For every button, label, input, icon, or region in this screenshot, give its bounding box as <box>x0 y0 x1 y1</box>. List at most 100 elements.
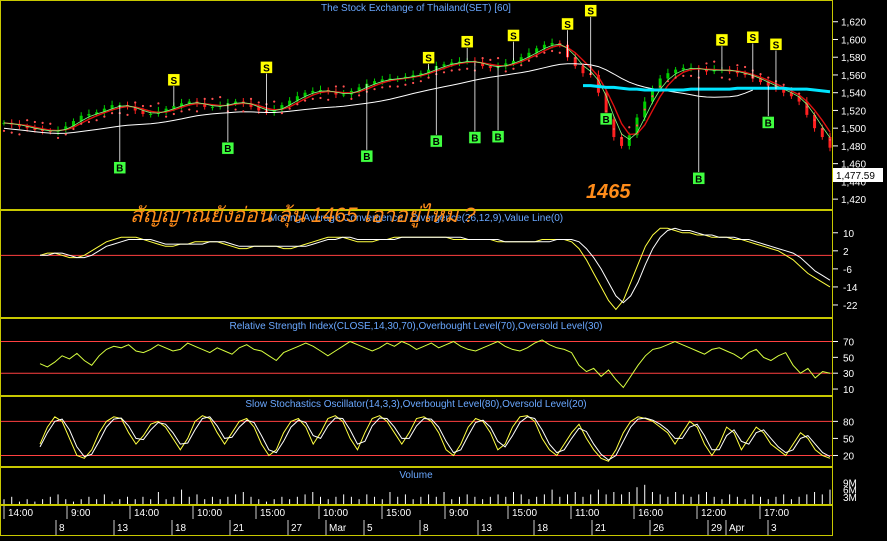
volume-tick-label: 3M <box>843 493 857 504</box>
price-tick-label: 1,560 <box>841 71 866 82</box>
parabolic-sar-dot <box>659 85 662 88</box>
parabolic-sar-dot <box>303 99 307 102</box>
price-tick-label: 1,540 <box>841 89 866 100</box>
candle-body <box>527 52 531 58</box>
parabolic-sar-dot <box>257 101 260 104</box>
parabolic-sar-dot <box>242 110 245 113</box>
parabolic-sar-dot <box>759 72 762 76</box>
time-tick-label: 14:00 <box>8 508 33 519</box>
candle-body <box>465 60 469 62</box>
parabolic-sar-dot <box>674 76 677 79</box>
candle-body <box>180 103 184 106</box>
sell-signal-label: S <box>510 31 517 42</box>
parabolic-sar-dot <box>767 76 770 79</box>
price-tick-label: 1,500 <box>841 124 866 135</box>
parabolic-sar-dot <box>234 108 237 111</box>
candle-body <box>172 106 176 109</box>
parabolic-sar-dot <box>41 121 44 124</box>
sell-signal-box <box>715 33 729 47</box>
parabolic-sar-dot <box>396 85 399 88</box>
level-annotation: 1465 <box>586 181 631 203</box>
short-moving-average-line <box>3 43 831 140</box>
time-tick-label: 17:00 <box>764 508 789 519</box>
sell-signal-label: S <box>425 54 432 65</box>
candle-body <box>334 91 338 95</box>
candle-body <box>620 137 624 146</box>
price-panel-frame <box>0 0 833 210</box>
parabolic-sar-dot <box>64 133 67 136</box>
price-tick-label: 1,600 <box>841 35 866 46</box>
candle-body <box>87 113 91 116</box>
stoch-tick-label: 20 <box>843 451 855 462</box>
sell-signal-label: S <box>564 20 571 31</box>
time-tick-label: 14:00 <box>134 508 159 519</box>
parabolic-sar-dot <box>736 64 739 67</box>
time-tick-label: 12:00 <box>701 508 726 519</box>
date-tick-label: 18 <box>537 523 549 534</box>
candle-body <box>164 108 168 112</box>
rsi-tick-label: 50 <box>843 353 855 364</box>
last-price-label: 1,477.59 <box>836 171 875 182</box>
parabolic-sar-dot <box>296 103 299 106</box>
parabolic-sar-dot <box>828 138 832 141</box>
candle-body <box>187 101 191 104</box>
volume-panel-title: Volume <box>399 470 433 481</box>
macd-series-line-0 <box>39 227 831 311</box>
last-price-tag <box>833 168 883 182</box>
parabolic-sar-dot <box>458 68 461 71</box>
candle-body <box>288 100 292 106</box>
candle-body <box>535 48 539 53</box>
parabolic-sar-dot <box>442 71 446 74</box>
parabolic-sar-dot <box>720 76 724 79</box>
parabolic-sar-dot <box>87 120 91 124</box>
parabolic-sar-dot <box>373 88 376 91</box>
candle-body <box>542 44 546 49</box>
parabolic-sar-dot <box>327 98 330 101</box>
parabolic-sar-dot <box>705 62 708 65</box>
buy-signal-label: B <box>494 133 501 144</box>
candle-body <box>234 101 238 104</box>
parabolic-sar-dot <box>126 113 129 116</box>
candle-body <box>504 63 508 67</box>
time-tick-label: 15:00 <box>512 508 537 519</box>
candle-body <box>71 121 75 127</box>
parabolic-sar-dot <box>188 108 191 111</box>
parabolic-sar-dot <box>342 85 345 88</box>
macd-tick-label: -14 <box>843 283 858 294</box>
candle-body <box>303 92 307 97</box>
price-tick-label: 1,440 <box>841 177 866 188</box>
candle-body <box>457 61 461 63</box>
price-panel-title: The Stock Exchange of Thailand(SET) [60] <box>321 3 511 14</box>
candle-body <box>735 71 739 74</box>
parabolic-sar-dot <box>10 131 13 134</box>
candle-body <box>373 81 377 84</box>
volume-tick-label: 6M <box>843 486 857 497</box>
candle-body <box>820 128 824 138</box>
parabolic-sar-dot <box>334 85 338 88</box>
parabolic-sar-dot <box>798 92 801 95</box>
parabolic-sar-dot <box>18 133 21 136</box>
buy-signal-box <box>360 149 374 163</box>
buy-signal-label: B <box>471 134 478 145</box>
parabolic-sar-dot <box>381 86 384 89</box>
sell-signal-label: S <box>263 63 270 74</box>
stoch-series-line-0 <box>39 415 831 462</box>
parabolic-sar-dot <box>288 107 291 110</box>
candle-body <box>442 64 446 67</box>
buy-signal-box <box>761 116 775 129</box>
parabolic-sar-dot <box>149 104 152 108</box>
candle-body <box>149 113 153 115</box>
candle-body <box>95 112 99 114</box>
parabolic-sar-dot <box>2 129 6 132</box>
parabolic-sar-dot <box>141 104 145 108</box>
sell-signal-box <box>167 73 181 87</box>
parabolic-sar-dot <box>165 115 168 118</box>
parabolic-sar-dot <box>520 64 523 67</box>
candle-body <box>280 105 284 110</box>
candle-body <box>704 69 708 72</box>
parabolic-sar-dot <box>574 57 577 60</box>
parabolic-sar-dot <box>450 69 453 72</box>
parabolic-sar-dot <box>172 112 175 116</box>
date-tick-label: Apr <box>729 523 745 534</box>
candle-body <box>797 96 801 102</box>
